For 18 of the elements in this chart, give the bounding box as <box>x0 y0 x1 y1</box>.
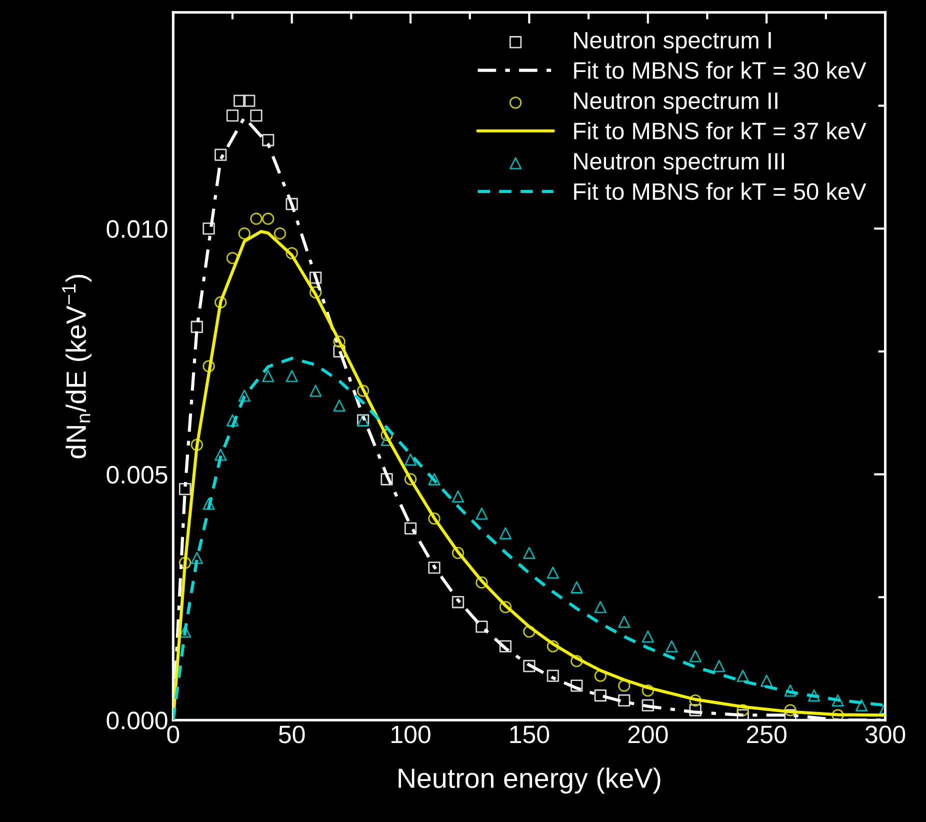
legend-label: Neutron spectrum II <box>574 92 778 114</box>
x-tick-label: 250 <box>746 726 786 744</box>
legend-label: Fit to MBNS for kT = 37 keV <box>574 122 866 140</box>
legend-label: Neutron spectrum I <box>574 32 771 54</box>
x-tick-label: 100 <box>392 726 430 744</box>
legend-label: Fit to MBNS for kT = 30 keV <box>574 61 866 79</box>
y-tick-label: 0.010 <box>106 220 168 238</box>
legend-label: Fit to MBNS for kT = 50 keV <box>574 182 866 200</box>
y-tick-label: 0.000 <box>106 712 168 730</box>
x-tick-label: 150 <box>510 726 550 744</box>
y-axis-title: dN$_{n}$/dE (keV$^{−1}$) <box>62 274 92 458</box>
legend-label: Neutron spectrum III <box>574 153 784 174</box>
y-tick-label: 0.005 <box>106 466 168 484</box>
x-tick-label: 200 <box>628 726 668 744</box>
x-tick-label: 50 <box>278 726 305 744</box>
x-axis-title: Neutron energy (keV) <box>398 768 660 794</box>
x-tick-label: 300 <box>865 726 906 744</box>
x-tick-label: 0 <box>167 726 180 744</box>
